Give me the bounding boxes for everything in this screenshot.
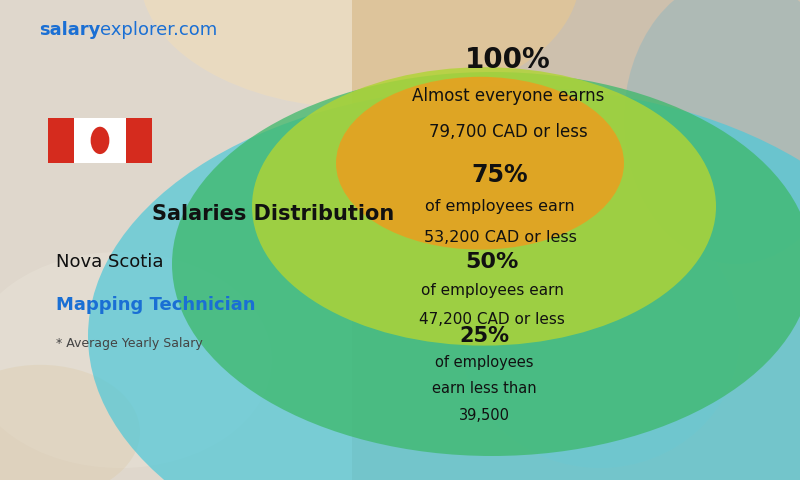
Ellipse shape — [624, 0, 800, 264]
Ellipse shape — [0, 252, 272, 468]
Bar — [48, 118, 152, 163]
Text: explorer.com: explorer.com — [100, 21, 218, 39]
Text: 25%: 25% — [459, 326, 509, 346]
Text: 39,500: 39,500 — [458, 408, 510, 423]
Text: Nova Scotia: Nova Scotia — [56, 252, 163, 271]
Text: of employees earn: of employees earn — [421, 283, 563, 298]
Ellipse shape — [140, 0, 580, 108]
Text: 47,200 CAD or less: 47,200 CAD or less — [419, 312, 565, 327]
Text: of employees earn: of employees earn — [425, 199, 575, 214]
Text: * Average Yearly Salary: * Average Yearly Salary — [56, 336, 202, 350]
Text: 50%: 50% — [466, 252, 518, 272]
Ellipse shape — [336, 77, 624, 250]
Text: of employees: of employees — [434, 355, 534, 370]
Text: Salaries Distribution: Salaries Distribution — [152, 204, 394, 224]
Ellipse shape — [252, 67, 716, 346]
Text: 75%: 75% — [472, 163, 528, 187]
Text: 79,700 CAD or less: 79,700 CAD or less — [429, 123, 587, 141]
Ellipse shape — [0, 365, 140, 480]
Bar — [48, 118, 74, 163]
Text: Almost everyone earns: Almost everyone earns — [412, 87, 604, 105]
Bar — [126, 118, 152, 163]
Polygon shape — [90, 135, 110, 146]
Text: salary: salary — [38, 21, 100, 39]
Ellipse shape — [172, 72, 800, 456]
Ellipse shape — [460, 204, 740, 468]
Bar — [0, 0, 352, 480]
Ellipse shape — [88, 86, 800, 480]
Text: 100%: 100% — [465, 46, 551, 74]
Text: Mapping Technician: Mapping Technician — [56, 296, 255, 314]
Ellipse shape — [90, 127, 110, 154]
Text: 53,200 CAD or less: 53,200 CAD or less — [423, 230, 577, 245]
Text: earn less than: earn less than — [432, 381, 536, 396]
